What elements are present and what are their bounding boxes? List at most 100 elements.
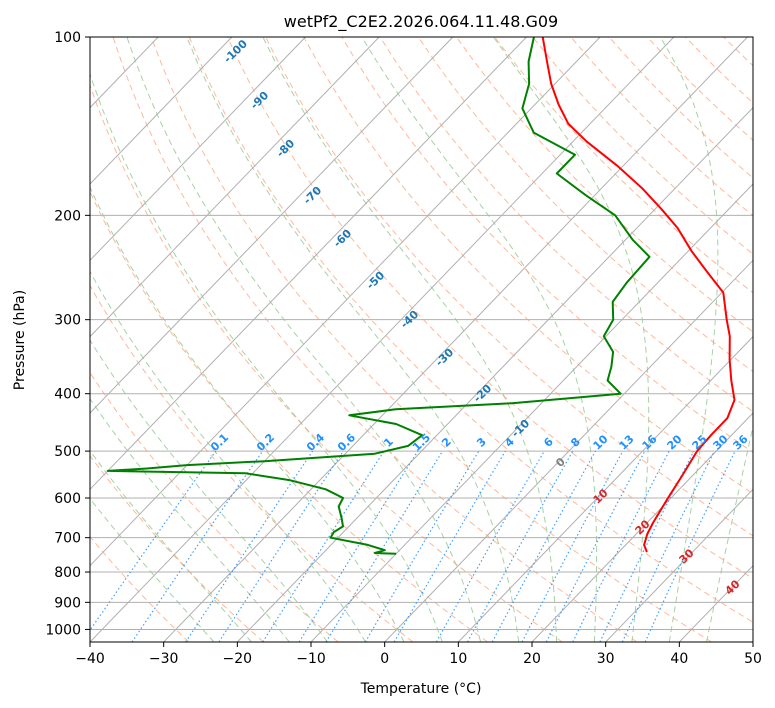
dry-adiabat-label: -50 [364, 269, 388, 292]
dry-adiabat-label: -10 [509, 417, 533, 440]
moist-adiabat-line [126, 37, 482, 642]
mixing-ratio-line [644, 450, 736, 642]
mixing-ratio-line [185, 450, 314, 642]
y-tick-label: 900 [54, 595, 81, 611]
x-tick-label: 0 [380, 651, 389, 667]
moist-adiabat-line [90, 270, 367, 642]
dry-adiabats [90, 37, 753, 642]
mixing-ratio-line [131, 450, 264, 642]
dry-adiabat-line [570, 37, 753, 217]
isotherm-line [457, 335, 753, 642]
moist-adiabat-line [262, 37, 558, 642]
x-tick-label: 10 [449, 651, 467, 667]
moist-adiabat-line [90, 497, 215, 642]
isotherms [90, 37, 753, 642]
dry-adiabat-line [723, 37, 753, 67]
mixing-ratio-label: 0.6 [335, 431, 358, 454]
dry-adiabat-line [455, 37, 753, 333]
mixing-ratio-line [621, 450, 715, 642]
mixing-ratio-line [491, 450, 597, 642]
moist-adiabat-line [186, 37, 520, 642]
isotherm-line [90, 37, 233, 185]
dewpoint-profile-line [106, 37, 651, 555]
mixing-ratio-label: 36 [731, 432, 751, 452]
mixing-ratio-label: 16 [640, 432, 660, 452]
dry-adiabat-line [646, 37, 753, 141]
x-tick-label: −40 [75, 651, 105, 667]
x-tick-label: 50 [744, 651, 762, 667]
dry-adiabat-label: -40 [398, 308, 422, 331]
dry-adiabat-label: -100 [221, 37, 250, 66]
mixing-ratio-label: 3 [474, 435, 489, 450]
chart-title: wetPf2_C2E2.2026.064.11.48.G09 [284, 12, 558, 32]
dry-adiabat-label: -70 [301, 184, 325, 207]
isotherm-line [90, 37, 675, 642]
x-tick-label: −30 [149, 651, 179, 667]
dry-adiabat-line [90, 190, 488, 642]
y-tick-label: 1000 [45, 622, 81, 638]
dry-adiabat-line [90, 371, 339, 642]
mixing-ratio-label: 1 [381, 435, 396, 450]
mixing-ratio-line [393, 450, 506, 642]
moist-adiabat-line [90, 186, 405, 642]
isotherm-line [236, 106, 753, 642]
dry-adiabat-line [303, 37, 753, 495]
x-tick-label: 20 [523, 651, 541, 667]
mixing-ratio-label: 6 [541, 435, 556, 450]
mixing-ratio-line [262, 450, 385, 642]
moist-adiabat-line [361, 37, 598, 642]
plot-frame [89, 36, 754, 643]
mixing-ratio-line [364, 450, 480, 642]
mixing-ratio-label: 0.1 [208, 431, 231, 454]
y-tick-label: 600 [54, 491, 81, 507]
mixing-ratio-line [545, 450, 646, 642]
dry-adiabat-line [90, 84, 563, 642]
x-tick-label: −20 [223, 651, 253, 667]
dry-adiabat-line [265, 37, 753, 537]
isotherm-line [90, 37, 380, 338]
mixing-ratio-line [466, 450, 574, 642]
y-tick-label: 700 [54, 531, 81, 547]
mixing-ratio-line [218, 450, 344, 642]
moist-adiabat-label: 30 [677, 546, 697, 566]
dry-adiabat-line [150, 37, 712, 642]
x-tick-label: 40 [670, 651, 688, 667]
dry-adiabat-line [90, 284, 414, 642]
moist-adiabat-line [90, 339, 328, 642]
mixing-ratio-lines [90, 450, 736, 642]
temperature-profile-line [541, 37, 736, 553]
dry-adiabat-label: -80 [274, 137, 298, 160]
mixing-ratio-label: 10 [591, 432, 611, 452]
dry-adiabat-line [494, 37, 753, 294]
x-axis-title: Temperature (°C) [360, 681, 482, 697]
mixing-ratio-line [572, 450, 670, 642]
dry-adiabat-line [341, 37, 753, 453]
mixing-ratio-line [90, 450, 217, 632]
dry-adiabat-label: -60 [331, 227, 355, 250]
y-tick-label: 100 [54, 30, 81, 46]
isotherm-line [90, 37, 306, 262]
x-tick-label: 30 [597, 651, 615, 667]
isotherm-line [310, 183, 753, 642]
dry-adiabat-line [112, 37, 638, 642]
mixing-ratio-label: 1.5 [410, 431, 433, 454]
isotherm-line [90, 37, 454, 414]
y-tick-label: 500 [54, 444, 81, 460]
mixing-ratio-label: 0.2 [254, 431, 277, 454]
isotherm-line [752, 641, 753, 642]
moist-adiabat-line [90, 397, 290, 642]
mixing-ratio-label: 2 [439, 435, 454, 450]
mixing-ratio-line [435, 450, 545, 642]
isotherm-line [90, 37, 527, 491]
moist-adiabats [90, 37, 753, 642]
moist-adiabat-label: 10 [591, 486, 611, 506]
y-axis-title: Pressure (hPa) [12, 290, 28, 390]
plot-area: -100-90-80-70-60-50-40-30-20-100.1 0.2 0.4… [90, 37, 753, 642]
isotherm-line [384, 259, 753, 642]
dry-adiabat-line [90, 454, 264, 642]
y-tick-label: 200 [54, 208, 81, 224]
isotherm-line [163, 37, 748, 642]
dry-adiabat-line [188, 37, 753, 623]
mixing-ratio-line [325, 450, 444, 642]
